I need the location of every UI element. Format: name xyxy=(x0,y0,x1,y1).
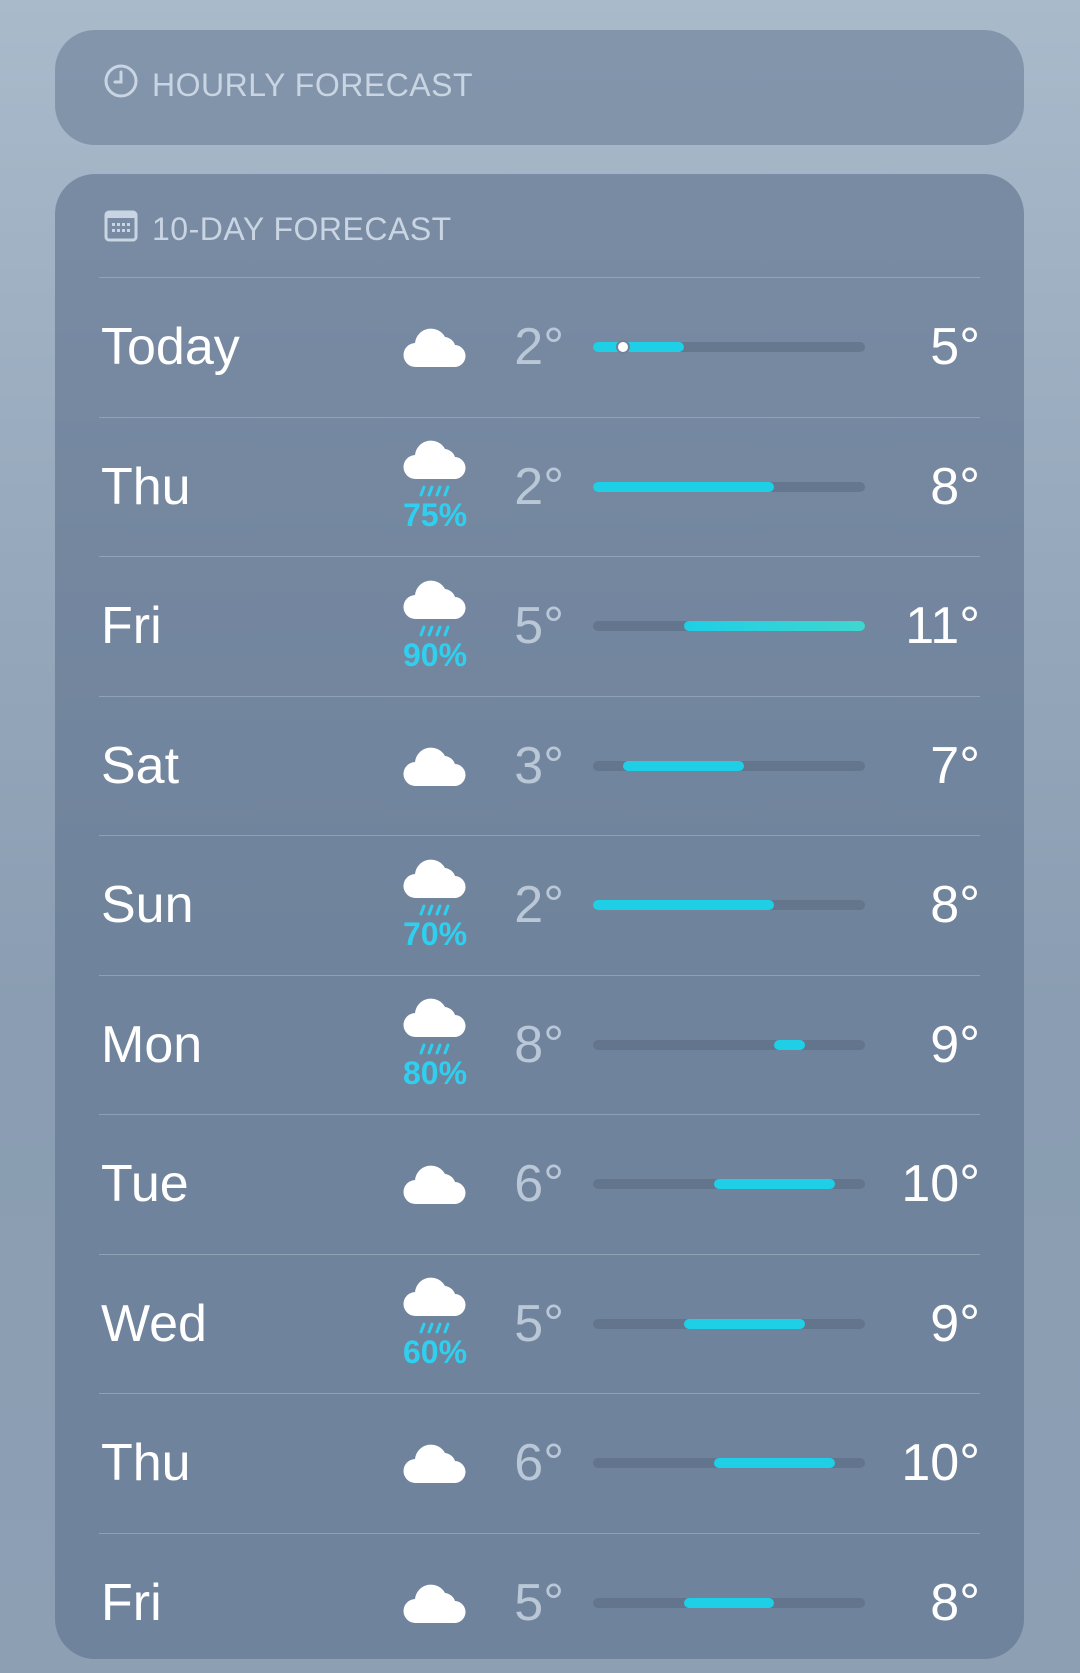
cloud-rain-icon: 90% xyxy=(385,557,485,696)
ten-day-forecast-card: 10-DAY FORECAST Today 2° 5° Thu 75% 2° 8°… xyxy=(55,174,1024,1659)
cloud-icon xyxy=(385,1115,485,1254)
temp-range-bar xyxy=(593,760,865,771)
low-temp: 5° xyxy=(514,1294,564,1353)
precipitation-chance: 70% xyxy=(402,915,468,952)
low-temp: 2° xyxy=(514,318,564,376)
cloud-rain-icon: 60% xyxy=(385,1255,485,1394)
forecast-row[interactable]: Sat 3° 7° xyxy=(99,695,980,836)
high-temp: 5° xyxy=(930,318,980,376)
precipitation-chance: 60% xyxy=(402,1334,468,1371)
ten-day-forecast-header: 10-DAY FORECAST xyxy=(102,206,452,252)
temp-range-bar xyxy=(593,481,865,492)
forecast-row[interactable]: Fri 90% 5° 11° xyxy=(99,556,980,696)
temp-range-fill xyxy=(623,760,745,771)
forecast-row[interactable]: Fri 5° 8° xyxy=(99,1532,980,1673)
forecast-row[interactable]: Sun 70% 2° 8° xyxy=(99,835,980,975)
cloud-rain-icon: 70% xyxy=(385,836,485,975)
temp-range-bar xyxy=(593,621,865,631)
temp-range-fill xyxy=(713,1458,835,1468)
day-label: Today xyxy=(101,318,240,376)
day-label: Mon xyxy=(101,1015,203,1074)
temp-range-bar xyxy=(593,1318,865,1329)
high-temp: 10° xyxy=(901,1155,980,1213)
forecast-list: Today 2° 5° Thu 75% 2° 8° Fri 90% 5° 11° Sa… xyxy=(99,277,980,1672)
cloud-icon xyxy=(385,278,485,417)
forecast-row[interactable]: Thu 6° 10° xyxy=(99,1393,980,1533)
cloud-rain-icon: 80% xyxy=(385,976,485,1115)
cloud-rain-icon: 75% xyxy=(385,418,485,557)
forecast-row[interactable]: Thu 75% 2° 8° xyxy=(99,416,980,557)
temp-range-bar xyxy=(593,1179,865,1189)
temp-range-bar xyxy=(593,1458,865,1468)
temp-range-fill xyxy=(593,900,775,910)
high-temp: 8° xyxy=(930,457,980,516)
temp-range-fill xyxy=(593,342,684,352)
low-temp: 6° xyxy=(514,1434,564,1492)
high-temp: 7° xyxy=(930,736,980,795)
temp-range-fill xyxy=(593,481,775,492)
high-temp: 8° xyxy=(930,876,980,934)
cloud-icon xyxy=(385,1394,485,1533)
low-temp: 2° xyxy=(514,876,564,934)
temp-range-bar xyxy=(593,340,865,354)
hourly-forecast-card[interactable]: HOURLY FORECAST xyxy=(55,30,1024,145)
temp-range-bar xyxy=(593,900,865,910)
temp-range-fill xyxy=(683,621,865,631)
forecast-row[interactable]: Wed 60% 5° 9° xyxy=(99,1253,980,1394)
clock-icon xyxy=(102,62,140,108)
temp-range-fill xyxy=(774,1039,805,1050)
forecast-row[interactable]: Today 2° 5° xyxy=(99,277,980,417)
precipitation-chance: 90% xyxy=(402,636,468,673)
ten-day-forecast-title: 10-DAY FORECAST xyxy=(152,210,452,247)
low-temp: 3° xyxy=(514,736,564,795)
calendar-icon xyxy=(102,206,140,252)
temp-range-fill xyxy=(683,1318,805,1329)
hourly-forecast-header: HOURLY FORECAST xyxy=(102,62,473,108)
day-label: Thu xyxy=(101,1434,191,1492)
low-temp: 8° xyxy=(514,1015,564,1074)
forecast-row[interactable]: Tue 6° 10° xyxy=(99,1114,980,1254)
high-temp: 11° xyxy=(905,597,980,655)
cloud-icon xyxy=(385,697,485,836)
precipitation-chance: 75% xyxy=(402,497,468,534)
temp-range-fill xyxy=(713,1179,835,1189)
temp-range-fill xyxy=(683,1597,775,1608)
cloud-icon xyxy=(385,1534,485,1673)
hourly-forecast-title: HOURLY FORECAST xyxy=(152,66,474,103)
day-label: Thu xyxy=(101,457,191,516)
low-temp: 2° xyxy=(514,457,564,516)
low-temp: 5° xyxy=(514,597,564,655)
current-temp-dot xyxy=(616,340,631,354)
day-label: Fri xyxy=(101,1573,162,1632)
day-label: Sat xyxy=(101,736,180,795)
temp-range-bar xyxy=(593,1597,865,1608)
low-temp: 6° xyxy=(514,1155,564,1213)
high-temp: 9° xyxy=(930,1015,980,1074)
low-temp: 5° xyxy=(514,1573,564,1632)
day-label: Fri xyxy=(101,597,162,655)
precipitation-chance: 80% xyxy=(402,1055,468,1092)
high-temp: 9° xyxy=(930,1294,980,1353)
temp-range-bar xyxy=(593,1039,865,1050)
high-temp: 8° xyxy=(930,1573,980,1632)
high-temp: 10° xyxy=(901,1434,980,1492)
day-label: Sun xyxy=(101,876,194,934)
day-label: Tue xyxy=(101,1155,189,1213)
day-label: Wed xyxy=(101,1294,207,1353)
forecast-row[interactable]: Mon 80% 8° 9° xyxy=(99,974,980,1115)
